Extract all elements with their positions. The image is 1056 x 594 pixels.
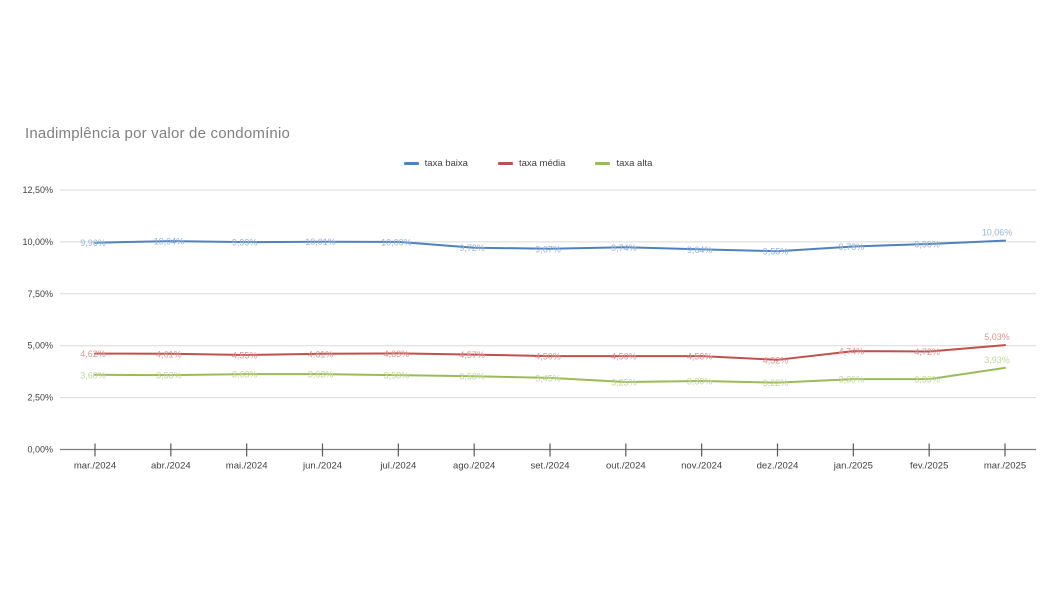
x-tick-label: mar./2025 [984,461,1026,472]
data-label-taxa-média: 5,03% [984,332,1010,342]
data-label-taxa-alta: 3,45% [535,373,561,383]
y-tick-label: 2,50% [27,393,53,403]
data-label-taxa-baixa: 9,78% [839,242,865,252]
legend-marker-icon [595,162,611,165]
data-label-taxa-baixa: 9,74% [611,243,637,253]
data-label-taxa-média: 4,61% [156,349,182,359]
data-label-taxa-média: 4,32% [763,355,789,365]
x-tick-label: out./2024 [606,461,646,472]
legend-label: taxa baixa [424,158,468,169]
data-label-taxa-baixa: 9,55% [763,247,789,257]
x-tick-label: jan./2025 [833,461,873,472]
data-label-taxa-alta: 3,39% [914,375,940,385]
data-label-taxa-alta: 3,93% [984,355,1010,365]
data-label-taxa-média: 4,61% [308,349,334,359]
x-tick-label: abr./2024 [151,461,191,472]
data-label-taxa-baixa: 9,96% [80,238,106,248]
data-label-taxa-média: 4,72% [914,347,940,357]
x-tick-label: jul./2024 [379,461,416,472]
data-label-taxa-alta: 3,39% [839,375,865,385]
legend-label: taxa alta [616,158,653,169]
data-label-taxa-alta: 3,58% [156,371,182,381]
x-tick-label: jun./2024 [302,461,342,472]
data-label-taxa-média: 4,62% [80,349,106,359]
legend-item-taxa-média: taxa média [497,158,566,169]
data-label-taxa-baixa: 9,64% [687,245,713,255]
data-label-taxa-alta: 3,63% [308,370,334,380]
chart-legend: taxa baixa taxa média taxa alta [0,158,1056,169]
legend-marker-icon [497,162,513,165]
data-label-taxa-média: 4,74% [839,347,865,357]
x-tick-label: nov./2024 [681,461,722,472]
x-tick-label: dez./2024 [757,461,799,472]
data-label-taxa-média: 4,50% [687,352,713,362]
data-label-taxa-baixa: 10,00% [381,237,412,247]
y-tick-label: 5,00% [27,341,53,351]
data-label-taxa-alta: 3,25% [611,378,637,388]
chart-title: Inadimplência por valor de condomínio [25,125,291,142]
data-label-taxa-média: 4,63% [384,349,410,359]
x-tick-label: mar./2024 [74,461,116,472]
data-label-taxa-baixa: 10,06% [982,228,1013,238]
data-label-taxa-baixa: 9,99% [232,238,258,248]
series-line-taxa-média [94,344,1006,361]
y-tick-label: 12,50% [22,185,53,195]
data-label-taxa-alta: 3,22% [763,378,789,388]
data-label-taxa-alta: 3,58% [384,371,410,381]
data-label-taxa-baixa: 9,90% [914,239,940,249]
data-label-taxa-média: 4,50% [535,352,561,362]
data-label-taxa-média: 4,55% [232,351,258,361]
data-label-taxa-baixa: 9,67% [535,244,561,254]
x-tick-label: fev./2025 [910,461,948,472]
y-tick-label: 0,00% [27,445,53,455]
data-label-taxa-alta: 3,30% [687,376,713,386]
y-tick-label: 7,50% [27,289,53,299]
series-line-taxa-alta [94,366,1006,384]
legend-item-taxa-baixa: taxa baixa [403,158,468,169]
data-label-taxa-baixa: 10,01% [305,237,336,247]
data-label-taxa-média: 4,50% [611,352,637,362]
data-label-taxa-alta: 3,60% [80,370,106,380]
data-label-taxa-baixa: 9,72% [459,243,485,253]
data-label-taxa-alta: 3,63% [232,370,258,380]
data-label-taxa-baixa: 10,04% [154,237,185,247]
data-label-taxa-média: 4,57% [459,350,485,360]
series-line-taxa-baixa [94,239,1006,253]
x-tick-label: ago./2024 [453,461,495,472]
data-label-taxa-alta: 3,53% [459,372,485,382]
legend-label: taxa média [518,158,566,169]
y-tick-label: 10,00% [22,237,53,247]
legend-item-taxa-alta: taxa alta [595,158,652,169]
legend-marker-icon [403,162,419,165]
x-tick-label: set./2024 [530,461,569,472]
x-tick-label: mai./2024 [226,461,268,472]
